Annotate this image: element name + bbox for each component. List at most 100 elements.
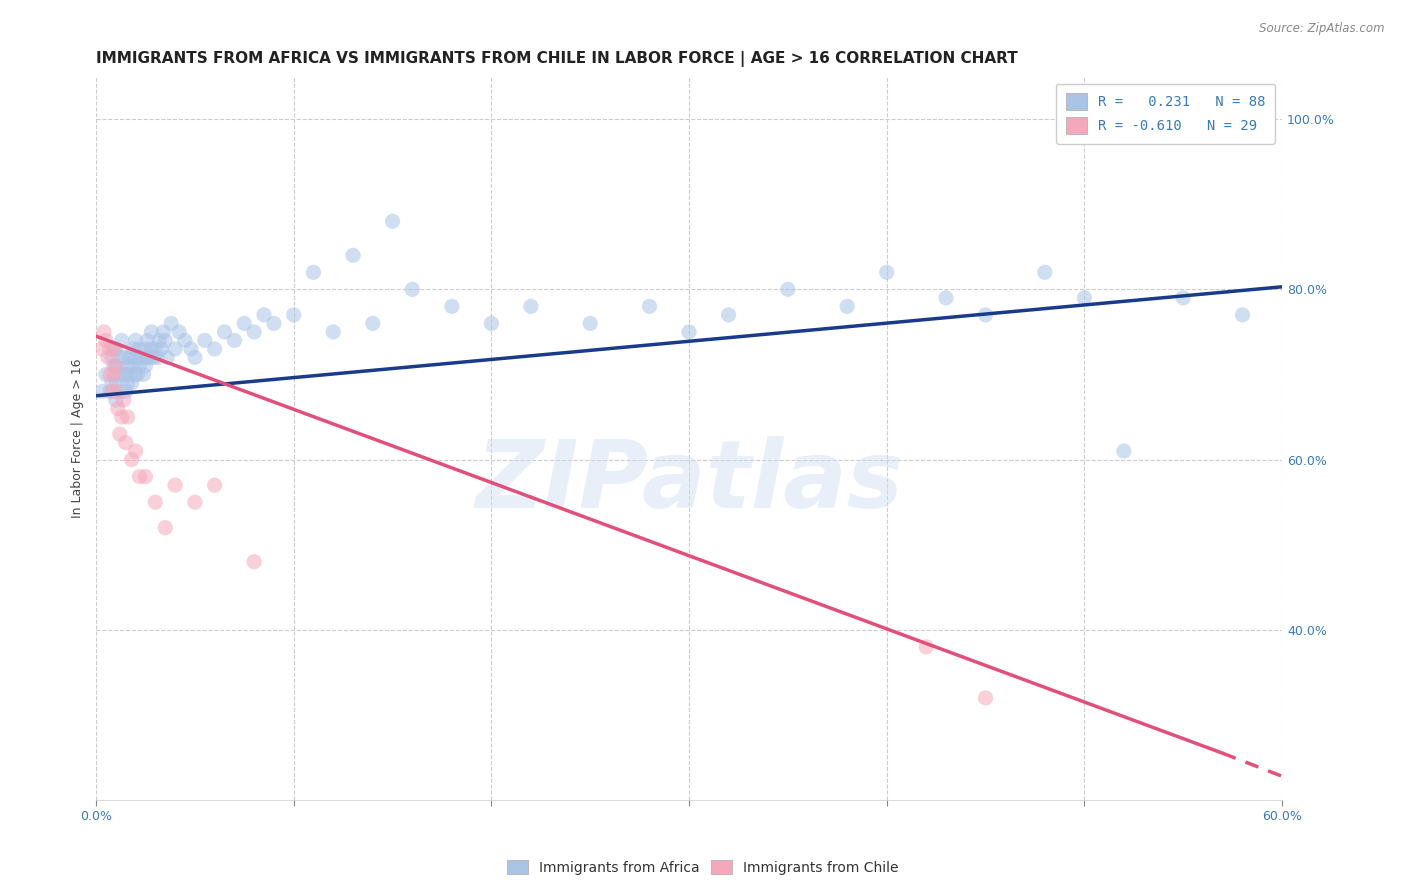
Point (103, 342, 125, 356)
Point (104, 342, 127, 356)
Point (974, 690, 997, 705)
Text: Source: ZipAtlas.com: Source: ZipAtlas.com (1260, 22, 1385, 36)
Point (107, 401, 129, 416)
Point (915, 640, 938, 654)
Point (141, 342, 163, 356)
Point (104, 384, 127, 399)
Point (114, 435, 136, 450)
Legend: Immigrants from Africa, Immigrants from Chile: Immigrants from Africa, Immigrants from … (502, 855, 904, 880)
Point (148, 334, 170, 348)
Point (114, 351, 136, 365)
Point (91, 342, 114, 356)
Point (440, 299, 463, 313)
Point (1073, 291, 1095, 305)
Point (174, 334, 197, 348)
Point (322, 325, 344, 339)
Point (117, 410, 139, 425)
Point (974, 308, 997, 322)
Legend: R =   0.231   N = 88, R = -0.610   N = 29: R = 0.231 N = 88, R = -0.610 N = 29 (1056, 84, 1275, 144)
Point (142, 351, 165, 365)
Point (160, 317, 183, 331)
Point (520, 299, 543, 313)
Point (128, 359, 150, 373)
Point (717, 308, 740, 322)
Point (243, 555, 266, 569)
Point (678, 325, 700, 339)
Point (155, 521, 177, 535)
Point (479, 317, 502, 331)
Point (103, 359, 125, 373)
Point (579, 317, 602, 331)
Point (776, 282, 799, 296)
Point (101, 351, 124, 365)
Point (127, 351, 149, 365)
Point (111, 351, 134, 365)
Point (401, 282, 423, 296)
Point (112, 368, 135, 382)
Point (204, 342, 226, 356)
Point (134, 469, 156, 483)
Point (98, 342, 121, 356)
Point (141, 325, 163, 339)
Point (1173, 291, 1195, 305)
Point (180, 342, 202, 356)
Point (121, 359, 143, 373)
Point (243, 325, 266, 339)
Point (935, 291, 957, 305)
Point (118, 368, 141, 382)
Point (91, 384, 114, 399)
Point (111, 334, 134, 348)
Point (98, 384, 121, 399)
Point (124, 444, 146, 458)
Point (93, 325, 115, 339)
Point (167, 325, 190, 339)
Point (98, 368, 121, 382)
Point (122, 342, 145, 356)
Point (117, 359, 139, 373)
Point (114, 384, 136, 399)
Point (143, 342, 166, 356)
Point (124, 334, 146, 348)
Point (837, 299, 859, 313)
Point (131, 351, 153, 365)
Point (361, 317, 384, 331)
Point (253, 308, 276, 322)
Point (127, 368, 149, 382)
Point (876, 265, 898, 279)
Point (128, 469, 150, 483)
Point (94, 368, 117, 382)
Text: IMMIGRANTS FROM AFRICA VS IMMIGRANTS FROM CHILE IN LABOR FORCE | AGE > 16 CORREL: IMMIGRANTS FROM AFRICA VS IMMIGRANTS FRO… (96, 51, 1018, 67)
Point (152, 325, 174, 339)
Point (121, 376, 143, 390)
Point (204, 478, 226, 492)
Point (1232, 308, 1254, 322)
Point (117, 376, 139, 390)
Point (1112, 444, 1135, 458)
Point (128, 342, 150, 356)
Y-axis label: In Labor Force | Age > 16: In Labor Force | Age > 16 (72, 359, 84, 518)
Point (121, 452, 143, 467)
Point (165, 478, 187, 492)
Point (97, 351, 120, 365)
Point (184, 351, 207, 365)
Point (224, 334, 246, 348)
Point (101, 376, 124, 390)
Point (165, 342, 187, 356)
Point (104, 359, 127, 373)
Point (118, 351, 141, 365)
Point (104, 359, 127, 373)
Point (124, 351, 146, 365)
Point (143, 495, 166, 509)
Point (194, 334, 217, 348)
Point (155, 334, 177, 348)
Point (342, 248, 364, 262)
Point (136, 334, 159, 348)
Point (381, 214, 404, 228)
Point (1033, 265, 1056, 279)
Point (184, 495, 207, 509)
Point (263, 317, 285, 331)
Point (302, 265, 325, 279)
Point (134, 342, 156, 356)
Point (138, 351, 160, 365)
Point (214, 325, 236, 339)
